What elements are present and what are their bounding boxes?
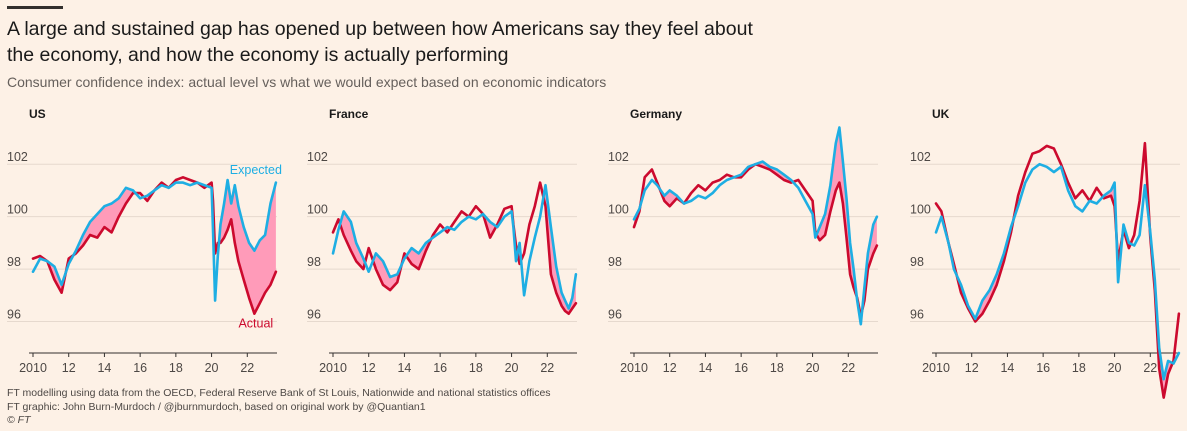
france-x-tick-label: 18 [469, 361, 483, 375]
uk-y-tick-label: 100 [910, 203, 931, 217]
uk-gap-area [1102, 182, 1117, 236]
us-y-tick-label: 102 [7, 150, 28, 164]
germany-x-tick-label: 14 [698, 361, 712, 375]
germany-x-tick-label: 16 [734, 361, 748, 375]
source-note: FT modelling using data from the OECD, F… [7, 387, 551, 399]
page-title: A large and sustained gap has opened up … [7, 18, 753, 66]
us-actual-line [31, 176, 278, 315]
us-gap-area [73, 187, 136, 256]
graphic-credit: FT graphic: John Burn-Murdoch / @jburnmu… [7, 400, 426, 413]
france-gap-area [340, 211, 365, 270]
uk-y-tick-label: 102 [910, 150, 931, 164]
germany-actual-line [632, 162, 879, 318]
us-y-tick-label: 96 [7, 308, 21, 322]
uk-actual-line [934, 141, 1181, 399]
us-x-tick-label: 16 [133, 361, 147, 375]
us-x-tick-label: 22 [240, 361, 254, 375]
page-subtitle: Consumer confidence index: actual level … [7, 74, 607, 90]
germany-x-tick-label: 18 [770, 361, 784, 375]
germany-y-tick-label: 98 [608, 255, 622, 269]
footer: FT modelling using data from the OECD, F… [7, 387, 551, 428]
ft-title-rule [7, 6, 63, 9]
france-y-tick-label: 102 [307, 150, 328, 164]
us-x-tick-label: 12 [62, 361, 76, 375]
france-y-tick-label: 100 [307, 203, 328, 217]
france-x-tick-label: 14 [397, 361, 411, 375]
germany-x-tick-label: 22 [841, 361, 855, 375]
france-panel-title: France [329, 107, 369, 121]
uk-x-tick-label: 16 [1036, 361, 1050, 375]
us-y-tick-label: 98 [7, 255, 21, 269]
germany-x-tick-label: 2010 [620, 361, 648, 375]
us-x-tick-label: 2010 [19, 361, 47, 375]
germany-y-tick-label: 100 [608, 203, 629, 217]
germany-y-tick-label: 96 [608, 308, 622, 322]
germany-x-tick-label: 12 [663, 361, 677, 375]
france-y-tick-label: 96 [307, 308, 321, 322]
uk-y-tick-label: 98 [910, 255, 924, 269]
germany-panel-title: Germany [630, 107, 682, 121]
us-x-tick-label: 20 [205, 361, 219, 375]
copyright: © FT [7, 414, 31, 426]
france-y-tick-label: 98 [307, 255, 321, 269]
germany-y-tick-label: 102 [608, 150, 629, 164]
france-x-tick-label: 16 [433, 361, 447, 375]
uk-x-tick-label: 2010 [922, 361, 950, 375]
us-y-tick-label: 100 [7, 203, 28, 217]
uk-expected-line [934, 162, 1181, 381]
france-expected-line [331, 183, 578, 310]
us-actual-label: Actual [238, 317, 273, 331]
us-x-tick-label: 18 [169, 361, 183, 375]
france-x-tick-label: 12 [362, 361, 376, 375]
us-x-tick-label: 14 [97, 361, 111, 375]
uk-gap-area [956, 220, 1014, 322]
us-expected-line [31, 178, 278, 302]
germany-expected-line [632, 126, 879, 326]
france-actual-line [331, 181, 578, 315]
france-x-tick-label: 20 [505, 361, 519, 375]
uk-panel-title: UK [932, 107, 950, 121]
uk-x-tick-label: 18 [1072, 361, 1086, 375]
france-x-tick-label: 22 [540, 361, 554, 375]
us-expected-label: Expected [230, 163, 282, 177]
uk-x-tick-label: 20 [1108, 361, 1122, 375]
us-gap-area [218, 180, 276, 314]
uk-y-tick-label: 96 [910, 308, 924, 322]
us-panel-title: US [29, 107, 46, 121]
uk-x-tick-label: 14 [1000, 361, 1014, 375]
uk-x-tick-label: 22 [1143, 361, 1157, 375]
uk-x-tick-label: 12 [965, 361, 979, 375]
france-x-tick-label: 2010 [319, 361, 347, 375]
germany-x-tick-label: 20 [806, 361, 820, 375]
